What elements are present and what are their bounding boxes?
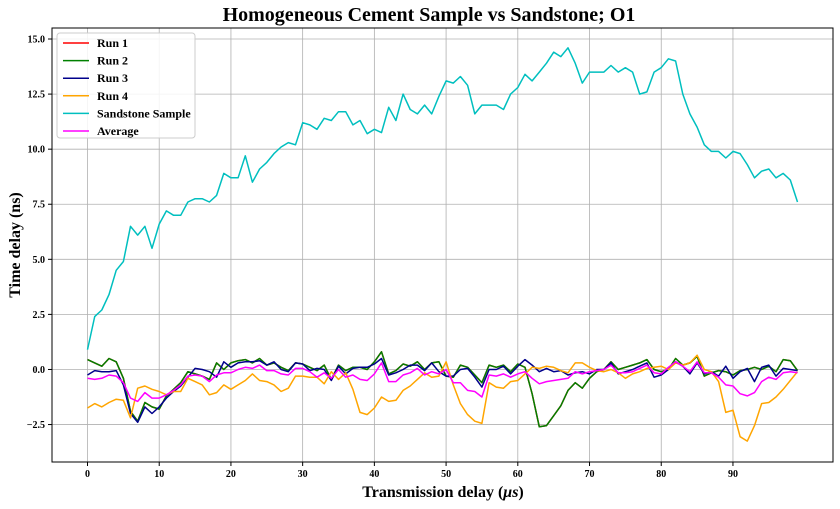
legend: Run 1 Run 2 Run 3 Run 4 Sandstone Sample Aver… xyxy=(56,32,196,139)
y-tick-label: 10.0 xyxy=(28,145,46,156)
legend-label: Run 1 xyxy=(97,36,128,50)
legend-label: Average xyxy=(97,124,139,138)
x-tick-label: 50 xyxy=(441,469,451,480)
y-tick-label: 15.0 xyxy=(28,35,46,46)
x-tick-label: 20 xyxy=(226,469,236,480)
x-tick-label: 90 xyxy=(728,469,738,480)
y-tick-label: 0.0 xyxy=(33,365,46,376)
y-tick-label: 2.5 xyxy=(33,310,46,321)
y-axis-label: Time delay (ns) xyxy=(7,192,24,297)
chart-title: Homogeneous Cement Sample vs Sandstone; … xyxy=(223,4,636,26)
legend-label: Run 3 xyxy=(97,71,128,85)
x-tick-label: 80 xyxy=(656,469,666,480)
series-lines xyxy=(86,47,799,442)
x-tick-label: 70 xyxy=(585,469,595,480)
x-axis-ticks: 0 10 20 30 40 50 60 70 80 90 xyxy=(85,462,738,480)
x-tick-label: 60 xyxy=(513,469,523,480)
x-tick-label: 0 xyxy=(85,469,90,480)
x-tick-label: 30 xyxy=(298,469,308,480)
legend-frame xyxy=(56,32,196,139)
y-axis-ticks: −2.5 0.0 2.5 5.0 7.5 10.0 12.5 15.0 xyxy=(27,35,52,431)
series-line-sandstone-sample xyxy=(86,47,799,350)
x-axis-label-unit: μs xyxy=(502,484,518,501)
y-tick-label: 7.5 xyxy=(33,200,46,211)
x-axis-label-main: Transmission delay ( xyxy=(362,484,503,501)
x-tick-label: 10 xyxy=(154,469,164,480)
y-tick-label: −2.5 xyxy=(27,420,45,431)
legend-label: Run 2 xyxy=(97,54,128,68)
series-line-run-2 xyxy=(87,351,799,428)
legend-label: Sandstone Sample xyxy=(97,106,191,120)
x-axis-label: Transmission delay (μs) xyxy=(362,484,524,501)
x-tick-label: 40 xyxy=(369,469,379,480)
series-line-run-4 xyxy=(87,354,799,442)
series-line-run-1 xyxy=(87,351,799,428)
series-line-average xyxy=(87,361,798,403)
y-tick-label: 12.5 xyxy=(28,90,46,101)
legend-label: Run 4 xyxy=(97,89,128,103)
grid xyxy=(52,28,833,462)
y-tick-label: 5.0 xyxy=(33,255,46,266)
x-axis-label-close: ) xyxy=(518,484,523,501)
plot-area-frame xyxy=(51,27,834,463)
